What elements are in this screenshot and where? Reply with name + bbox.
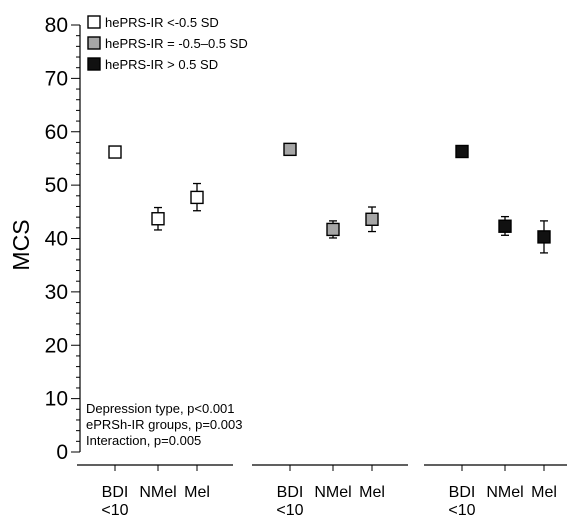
y-tick-label: 20 <box>45 334 68 357</box>
legend-swatch <box>87 15 101 29</box>
data-point <box>326 220 340 239</box>
data-point <box>365 206 379 233</box>
data-marker <box>190 190 204 205</box>
data-point <box>537 220 551 254</box>
data-point <box>190 182 204 212</box>
data-point <box>498 215 512 236</box>
data-marker <box>108 145 122 159</box>
data-marker <box>455 144 469 159</box>
data-point <box>151 206 165 231</box>
data-points <box>108 142 551 254</box>
y-tick-label: 80 <box>45 14 68 37</box>
data-marker <box>283 142 297 157</box>
y-tick-label: 50 <box>45 174 68 197</box>
y-tick-label: 10 <box>45 388 68 411</box>
x-tick-label: Mel <box>359 484 385 501</box>
x-tick-label: NMel <box>486 484 523 501</box>
annotation-text: Interaction, p=0.005 <box>86 433 201 448</box>
data-marker <box>537 230 551 244</box>
y-tick-label: 0 <box>56 441 68 464</box>
x-tick-label: BDI <10 <box>276 484 303 517</box>
data-marker <box>326 222 340 237</box>
y-axis: 0 10 20 30 40 50 60 70 80 <box>45 14 81 464</box>
data-marker <box>151 212 165 226</box>
x-tick-label: BDI <10 <box>448 484 475 517</box>
data-marker <box>498 219 512 233</box>
x-tick-labels: BDI <10 NMel Mel BDI <10 NMel Mel BDI <10 NMel Mel <box>101 484 556 517</box>
y-tick-label: 60 <box>45 121 68 144</box>
legend-label: hePRS-IR = -0.5–0.5 SD <box>105 36 248 51</box>
x-axis-segments <box>77 464 567 471</box>
legend-swatch <box>87 36 101 50</box>
annotation-text: ePRSh-IR groups, p=0.003 <box>86 417 242 432</box>
annotation-text: Depression type, p<0.001 <box>86 401 235 416</box>
data-point <box>283 142 297 157</box>
y-axis-label: MCS <box>8 219 34 270</box>
legend-swatch <box>87 57 101 71</box>
data-marker <box>365 212 379 226</box>
y-tick-label: 40 <box>45 228 68 251</box>
data-point <box>108 145 122 159</box>
x-tick-label: NMel <box>314 484 351 501</box>
x-tick-label: BDI <10 <box>101 484 128 517</box>
y-tick-label: 70 <box>45 67 68 90</box>
data-point <box>455 144 469 159</box>
y-tick-label: 30 <box>45 281 68 304</box>
legend: hePRS-IR <-0.5 SD hePRS-IR = -0.5–0.5 SD h… <box>87 15 248 72</box>
legend-label: hePRS-IR > 0.5 SD <box>105 57 218 72</box>
x-tick-label: Mel <box>184 484 210 501</box>
legend-label: hePRS-IR <-0.5 SD <box>105 15 219 30</box>
x-tick-label: Mel <box>531 484 557 501</box>
x-tick-label: NMel <box>139 484 176 501</box>
